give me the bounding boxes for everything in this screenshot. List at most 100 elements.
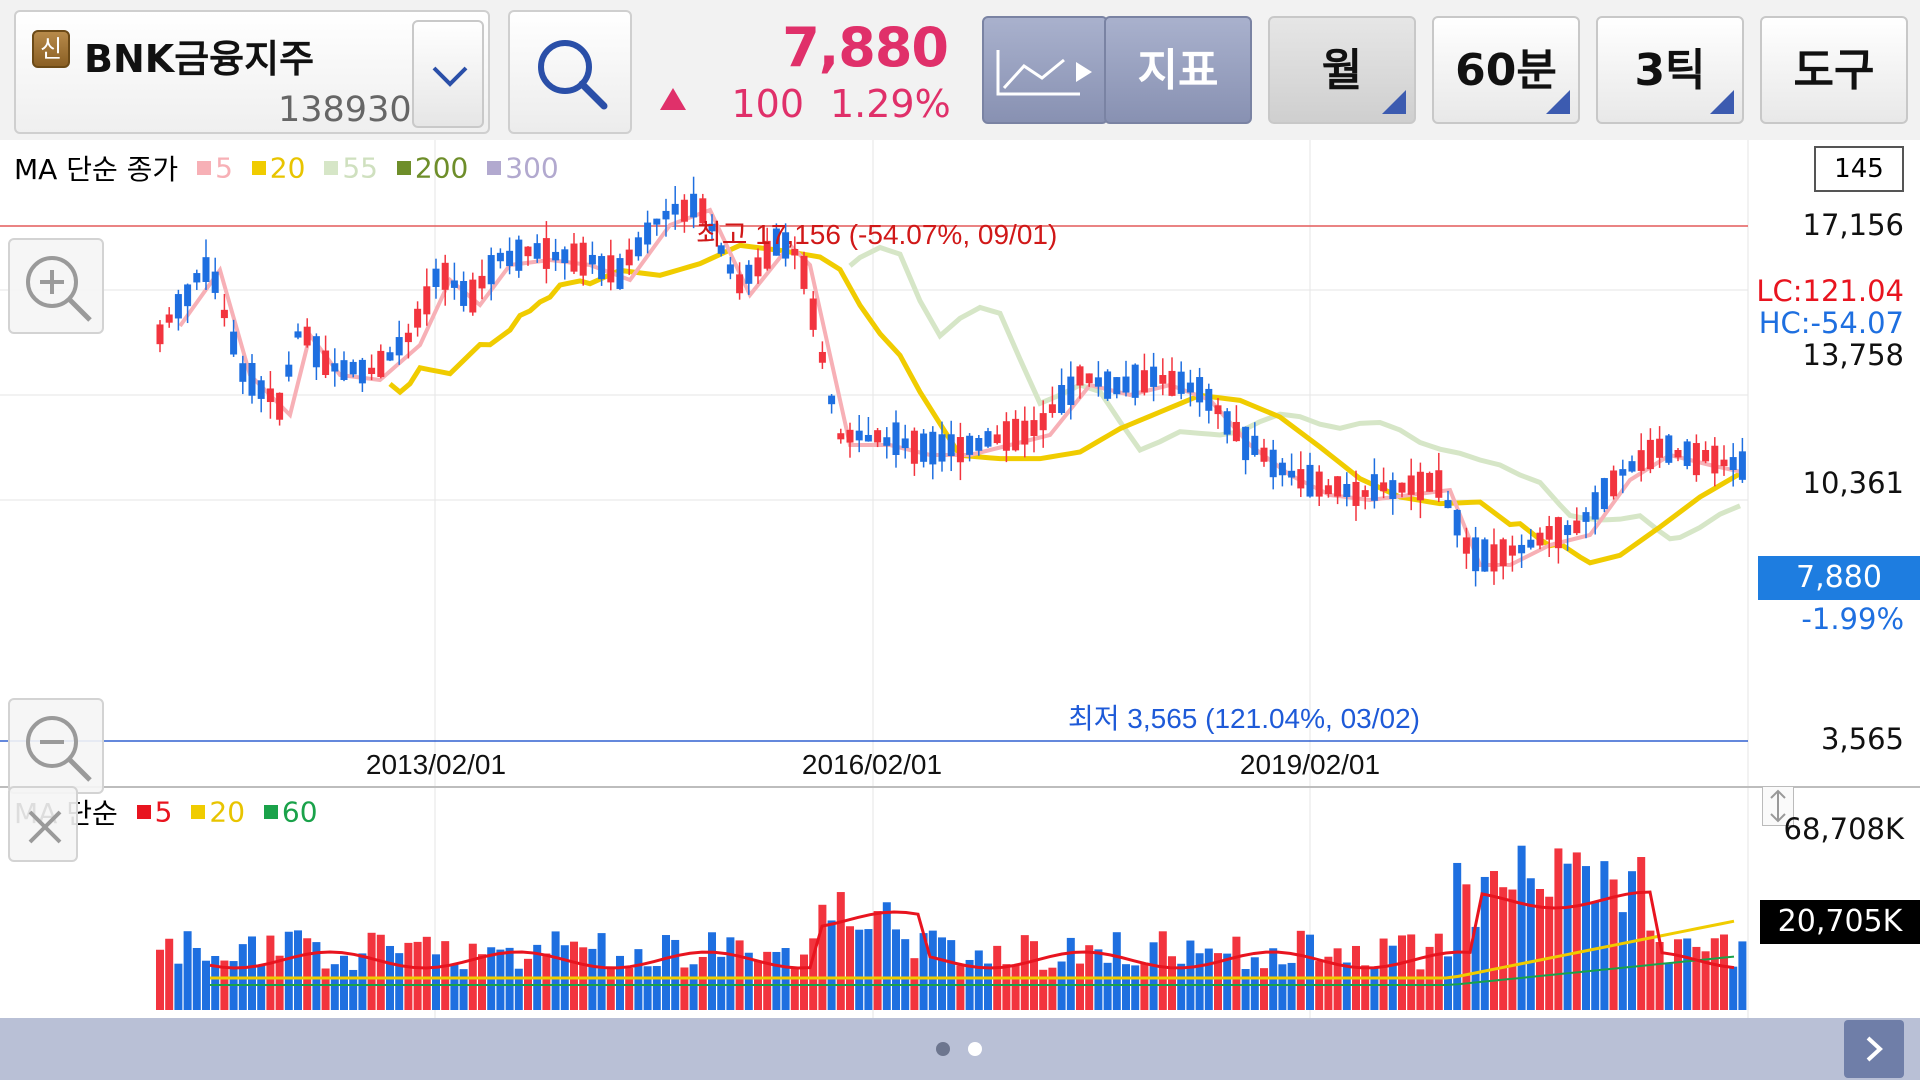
stock-code: 138930 — [278, 90, 412, 130]
volume-bar — [616, 955, 624, 1010]
volume-bar — [174, 963, 183, 1010]
ma200-swatch — [396, 161, 411, 175]
volume-bar — [901, 939, 910, 1010]
candle-body — [1251, 435, 1259, 455]
period-month-button[interactable]: 월 — [1268, 16, 1416, 124]
volume-bar — [1076, 963, 1084, 1010]
candle-body — [956, 437, 964, 463]
chart-type-button[interactable] — [982, 16, 1108, 124]
next-page-button[interactable] — [1844, 1020, 1904, 1078]
candle-body — [1122, 376, 1130, 393]
candle-body — [174, 294, 182, 319]
candle-body — [708, 223, 716, 232]
volume-bar — [450, 963, 459, 1010]
candle-body — [1361, 490, 1369, 497]
candle-body — [782, 232, 790, 259]
stock-selector[interactable]: 신 BNK금융지주 138930 — [14, 10, 490, 134]
volume-bar — [938, 937, 946, 1010]
volume-ma-lines — [209, 890, 1735, 986]
candle-body — [892, 422, 900, 455]
candle-body — [1223, 411, 1231, 435]
chart-grid — [0, 140, 1749, 1020]
candle-body — [1398, 482, 1406, 493]
zoom-out-button[interactable] — [8, 698, 104, 794]
candle-body — [1104, 371, 1112, 399]
candle-body — [809, 298, 817, 330]
candle-body — [1481, 539, 1489, 572]
stock-dropdown-button[interactable] — [412, 20, 484, 128]
candle-body — [515, 239, 523, 271]
candle-body — [1416, 471, 1424, 501]
volume-bar — [551, 931, 560, 1010]
volume-bar — [1278, 964, 1287, 1010]
candle-body — [432, 268, 440, 287]
volume-bar — [597, 933, 606, 1010]
volume-bar — [376, 934, 385, 1010]
candle-body — [1472, 537, 1480, 572]
volume-bar — [1370, 967, 1379, 1010]
volume-bar — [1499, 887, 1508, 1010]
page-dot-2[interactable] — [968, 1042, 982, 1056]
ma5-label: 5 — [215, 151, 233, 185]
price-chart[interactable]: 최고 17,156 (-54.07%, 09/01) 최저 3,565 (121… — [0, 140, 1920, 1020]
indicator-button[interactable]: 지표 — [1104, 16, 1252, 124]
zoom-out-icon — [26, 716, 92, 782]
interval-60min-button[interactable]: 60분 — [1432, 16, 1580, 124]
candle-body — [1177, 371, 1185, 394]
candle-body — [1573, 520, 1581, 534]
volume-bar — [1600, 861, 1609, 1010]
volume-bar — [1296, 930, 1305, 1010]
y-tick-low: 3,565 — [1820, 722, 1904, 756]
chevron-right-icon — [1866, 1036, 1883, 1062]
volume-bar — [726, 937, 735, 1010]
resize-handle-icon[interactable] — [1762, 786, 1794, 826]
volume-bar — [1250, 957, 1259, 1010]
tick-3-button[interactable]: 3틱 — [1596, 16, 1744, 124]
candle-body — [184, 284, 192, 307]
candle-body — [487, 255, 495, 285]
volume-bar — [1306, 934, 1314, 1010]
volume-bar — [1195, 953, 1204, 1010]
volume-bar — [1398, 935, 1406, 1010]
volume-bar — [662, 935, 670, 1010]
candle-body — [938, 434, 946, 462]
candle-body — [1729, 457, 1737, 471]
volume-bar — [1582, 866, 1590, 1010]
zoom-in-button[interactable] — [8, 238, 104, 334]
price-ma-legend[interactable]: MA 단순 종가 5 20 55 200 300 — [14, 148, 559, 188]
page-dot-1[interactable] — [936, 1042, 950, 1056]
high-annotation: 최고 17,156 (-54.07%, 09/01) — [696, 219, 1057, 250]
candlesticks — [156, 176, 1746, 587]
volume-bar — [330, 964, 339, 1010]
candle-body — [1214, 405, 1222, 415]
candle-body — [1260, 447, 1268, 462]
price-change: 100 — [731, 82, 804, 126]
ma200-label: 200 — [414, 151, 469, 185]
volume-bar — [340, 955, 348, 1010]
close-volume-button[interactable] — [8, 786, 78, 862]
volume-bar — [1131, 965, 1140, 1010]
x-label-2019: 2019/02/01 — [1240, 749, 1380, 780]
candle-body — [634, 237, 642, 257]
candle-body — [579, 242, 587, 276]
volume-bar — [1480, 876, 1489, 1010]
candle-body — [414, 308, 422, 328]
volume-bar — [708, 932, 716, 1010]
volume-bar — [211, 955, 220, 1010]
search-button[interactable] — [508, 10, 632, 134]
candle-body — [993, 434, 1001, 444]
period-count-box[interactable]: 145 — [1814, 146, 1904, 192]
volume-bar — [717, 956, 726, 1010]
candle-body — [1196, 377, 1204, 403]
candle-body — [312, 336, 320, 368]
candle-body — [1085, 373, 1093, 384]
candle-body — [1159, 375, 1167, 384]
tools-button[interactable]: 도구 — [1760, 16, 1908, 124]
volume-bar — [459, 969, 468, 1010]
volume-bar — [413, 941, 422, 1010]
volume-bar — [1324, 956, 1333, 1010]
candle-body — [828, 395, 836, 405]
volume-bar — [294, 930, 302, 1010]
candle-body — [791, 248, 799, 256]
candle-body — [404, 332, 412, 343]
